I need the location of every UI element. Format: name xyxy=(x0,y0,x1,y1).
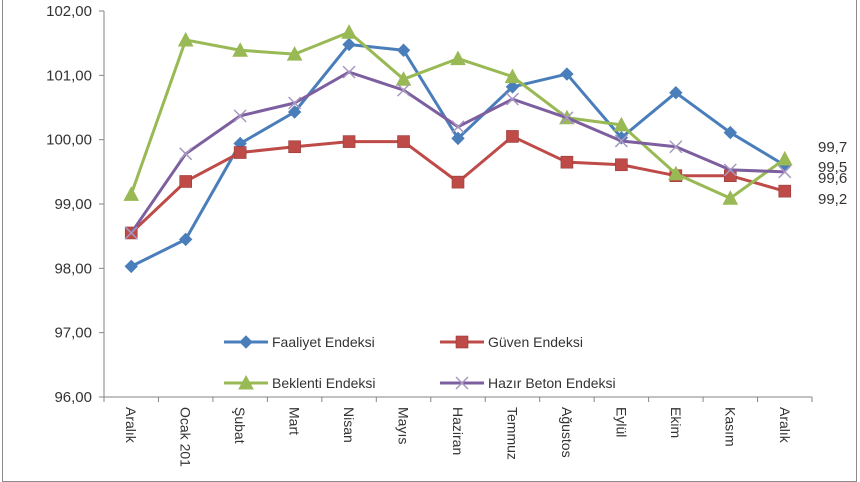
end-value-label: 99,7 xyxy=(818,139,847,156)
triangle-marker xyxy=(613,116,630,132)
square-marker xyxy=(233,146,247,159)
x-marker xyxy=(778,165,792,179)
series-beklenti-endeksi xyxy=(123,24,793,205)
triangle-marker xyxy=(722,190,739,205)
square-marker xyxy=(451,175,465,189)
diamond-marker xyxy=(287,105,302,119)
x-marker xyxy=(288,96,302,110)
x-marker xyxy=(505,92,519,106)
end-value-label: 99,6 xyxy=(818,170,847,187)
diamond-marker xyxy=(723,125,738,140)
x-marker xyxy=(233,109,247,123)
legend-item: Hazır Beton Endeksi xyxy=(440,375,616,391)
x-marker xyxy=(397,83,411,97)
legend-item: Beklenti Endeksi xyxy=(224,374,376,391)
x-marker xyxy=(723,163,737,177)
series-faaliyet-endeksi xyxy=(124,37,792,274)
triangle-marker xyxy=(450,50,466,66)
x-tick-label: Kasım xyxy=(722,407,738,447)
x-tick-label: Ekim xyxy=(668,407,684,438)
x-tick-label: Aralık xyxy=(123,407,139,444)
triangle-marker xyxy=(668,165,684,181)
y-tick-label: 101,00 xyxy=(46,67,92,84)
x-tick-label: Nisan xyxy=(341,407,357,443)
square-marker xyxy=(506,130,519,143)
diamond-marker xyxy=(560,67,574,81)
x-marker xyxy=(560,111,574,125)
square-marker xyxy=(615,158,628,172)
square-marker xyxy=(560,155,574,169)
y-tick-label: 97,00 xyxy=(54,325,92,342)
diamond-marker xyxy=(239,335,253,349)
x-marker xyxy=(669,140,683,154)
y-tick-label: 102,00 xyxy=(46,3,92,20)
square-marker xyxy=(288,140,301,154)
diamond-marker xyxy=(178,232,193,247)
legend-label: Beklenti Endeksi xyxy=(272,375,376,391)
x-tick-label: Şubat xyxy=(232,407,248,444)
legend-item: Güven Endeksi xyxy=(440,334,583,350)
triangle-marker xyxy=(232,42,248,57)
x-tick-label: Haziran xyxy=(450,407,466,455)
y-tick-label: 96,00 xyxy=(54,389,92,406)
triangle-marker xyxy=(238,374,254,390)
series-hazr-beton-endeksi xyxy=(124,65,792,240)
y-tick-label: 98,00 xyxy=(54,260,92,277)
diamond-marker xyxy=(505,80,520,94)
triangle-marker xyxy=(504,68,521,84)
triangle-marker xyxy=(395,71,412,86)
square-marker xyxy=(342,135,356,148)
series-gven-endeksi xyxy=(124,130,792,240)
diamond-marker xyxy=(451,131,465,146)
legend-label: Hazır Beton Endeksi xyxy=(488,375,616,391)
y-tick-label: 99,00 xyxy=(54,196,92,213)
square-marker xyxy=(455,335,469,349)
legend-item: Faaliyet Endeksi xyxy=(224,334,375,350)
y-tick-label: 100,00 xyxy=(46,132,92,149)
triangle-marker xyxy=(123,186,140,201)
square-marker xyxy=(397,135,410,148)
end-value-label: 99,2 xyxy=(818,191,847,208)
x-tick-label: Ağustos xyxy=(559,407,575,458)
legend-label: Faaliyet Endeksi xyxy=(272,334,375,350)
diamond-marker xyxy=(669,85,683,100)
x-marker xyxy=(455,376,469,390)
triangle-marker xyxy=(286,46,303,61)
x-marker xyxy=(179,147,193,161)
x-tick-label: Aralık xyxy=(777,407,793,444)
series-line xyxy=(129,70,785,234)
end-value-label: 99,5 xyxy=(818,159,847,176)
x-marker xyxy=(124,226,138,240)
series-line xyxy=(130,42,786,268)
x-marker xyxy=(451,120,465,134)
diamond-marker xyxy=(342,37,356,52)
x-tick-label: Ocak 201 xyxy=(178,407,194,467)
square-marker xyxy=(179,175,192,188)
x-tick-label: Eylül xyxy=(613,407,629,437)
triangle-marker xyxy=(776,150,793,166)
x-tick-label: Temmuz xyxy=(504,407,520,460)
diamond-marker xyxy=(396,43,411,57)
diamond-marker xyxy=(124,259,138,274)
triangle-marker xyxy=(341,24,357,39)
triangle-marker xyxy=(177,31,194,47)
x-marker xyxy=(614,134,628,148)
x-marker xyxy=(342,65,356,79)
x-tick-label: Mart xyxy=(287,407,303,435)
x-tick-label: Mayıs xyxy=(396,407,412,444)
legend-label: Güven Endeksi xyxy=(488,334,583,350)
square-marker xyxy=(778,184,792,198)
